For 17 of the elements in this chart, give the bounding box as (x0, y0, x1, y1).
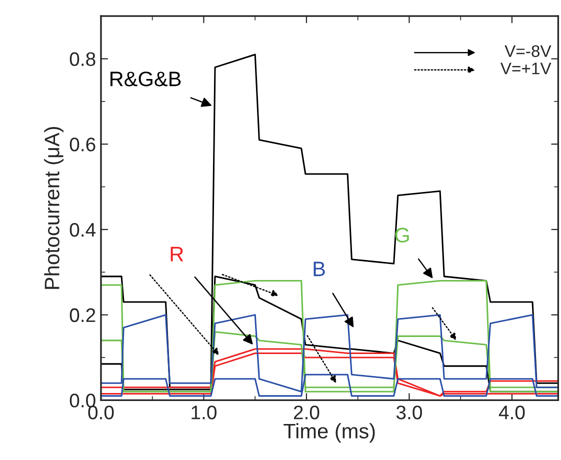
x-tick-label: 1.0 (192, 406, 216, 420)
y-tick-label: 0.4 (70, 222, 96, 237)
annotation: R&G&B (110, 72, 181, 86)
annotation: B (314, 262, 325, 276)
y-tick-label: 0.6 (70, 138, 96, 152)
annotation: R (170, 246, 184, 262)
x-tick-label: 4.0 (498, 406, 525, 420)
y-tick-label: 0.8 (70, 52, 96, 66)
x-axis-title: Time (ms) (284, 423, 375, 443)
x-tick-label: 0.0 (88, 406, 114, 420)
y-tick-label: 0.2 (70, 308, 96, 322)
annotation: V=+1V (500, 62, 552, 74)
annotation: V=-8V (504, 45, 552, 58)
x-tick-label: 2.0 (294, 406, 320, 420)
y-tick-label: 0.0 (70, 394, 96, 408)
y-axis-title: Photocurrent (μA) (44, 127, 64, 289)
x-tick-label: 3.0 (396, 406, 422, 420)
